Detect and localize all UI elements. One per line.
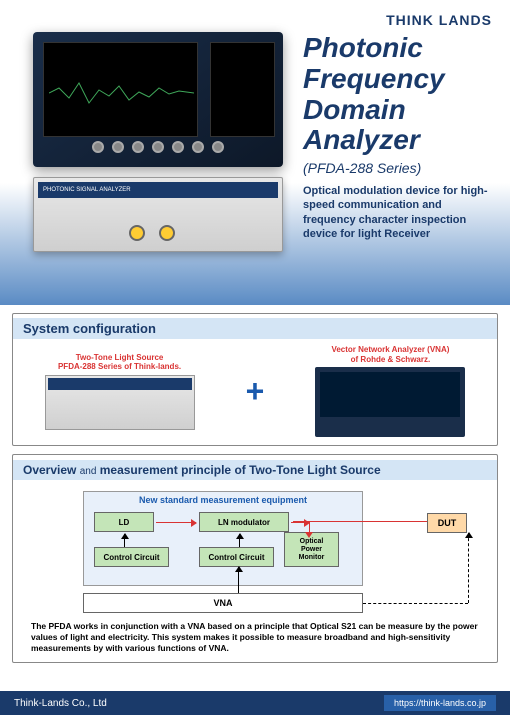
product-title: Photonic Frequency Domain Analyzer xyxy=(303,33,492,156)
config-section: System configuration Two-Tone Light Sour… xyxy=(12,313,498,446)
brand-logo: THINK LANDS xyxy=(303,12,492,28)
optical-port-icon xyxy=(159,225,175,241)
side-screen xyxy=(210,42,275,137)
block-control2: Control Circuit xyxy=(199,547,274,567)
block-control1: Control Circuit xyxy=(94,547,169,567)
equipment-label: New standard measurement equipment xyxy=(90,495,356,505)
footer-company: Think-Lands Co., Ltd xyxy=(14,698,107,709)
block-dut: DUT xyxy=(427,513,467,533)
port-icon xyxy=(132,141,144,153)
overview-explanation: The PFDA works in conjunction with a VNA… xyxy=(31,621,479,654)
section-heading: System configuration xyxy=(13,318,497,339)
config-label: Vector Network Analyzer (VNA) of Rohde &… xyxy=(315,345,465,364)
dash-line xyxy=(363,603,468,604)
arrow-icon xyxy=(291,522,309,523)
port-icon xyxy=(212,141,224,153)
device-label-strip: PHOTONIC SIGNAL ANALYZER xyxy=(38,182,278,198)
title-line: Photonic xyxy=(303,33,492,64)
page-footer: Think-Lands Co., Ltd https://think-lands… xyxy=(0,691,510,715)
hero-text: THINK LANDS Photonic Frequency Domain An… xyxy=(298,12,492,293)
block-vna: VNA xyxy=(83,593,363,613)
brand-suffix: NK LANDS xyxy=(412,12,492,28)
heading-part: Overview xyxy=(23,463,80,477)
page-root: PHOTONIC SIGNAL ANALYZER THINK LANDS Pho… xyxy=(0,0,510,715)
arrow-line xyxy=(309,522,310,532)
title-line: Domain xyxy=(303,95,492,126)
config-item-vna: Vector Network Analyzer (VNA) of Rohde &… xyxy=(315,345,465,437)
opm-line: Optical xyxy=(300,538,324,546)
config-item-lightsource: Two-Tone Light Source PFDA-288 Series of… xyxy=(45,353,195,430)
plus-icon: + xyxy=(246,373,265,410)
mini-screen xyxy=(320,372,460,417)
arrow-icon xyxy=(156,522,196,523)
analyzer-top-unit xyxy=(33,32,283,167)
mini-vna xyxy=(315,367,465,437)
heading-part: measurement principle of Two-Tone Light … xyxy=(96,463,380,477)
mini-lightsource xyxy=(45,375,195,430)
hero-section: PHOTONIC SIGNAL ANALYZER THINK LANDS Pho… xyxy=(0,0,510,305)
section-heading: Overview and measurement principle of Tw… xyxy=(13,460,497,480)
optical-port-icon xyxy=(129,225,145,241)
arrow-icon xyxy=(124,534,125,547)
arrow-head-icon xyxy=(305,532,313,538)
arrow-icon xyxy=(239,534,240,547)
overview-section: Overview and measurement principle of Tw… xyxy=(12,454,498,663)
mini-label-strip xyxy=(48,378,192,390)
footer-url: https://think-lands.co.jp xyxy=(384,695,496,711)
product-subtitle: (PFDA-288 Series) xyxy=(303,160,492,176)
config-row: Two-Tone Light Source PFDA-288 Series of… xyxy=(23,345,487,437)
label-line: of Rohde & Schwarz. xyxy=(315,355,465,365)
label-line: PFDA-288 Series of Think-lands. xyxy=(45,362,195,372)
port-icon xyxy=(92,141,104,153)
equipment-box: New standard measurement equipment LD LN… xyxy=(83,491,363,586)
port-icon xyxy=(112,141,124,153)
brand-prefix: TH xyxy=(386,12,407,28)
main-screen xyxy=(43,42,198,137)
label-line: Two-Tone Light Source xyxy=(45,353,195,363)
waveform-icon xyxy=(49,78,194,108)
config-label: Two-Tone Light Source PFDA-288 Series of… xyxy=(45,353,195,372)
analyzer-bottom-unit: PHOTONIC SIGNAL ANALYZER xyxy=(33,177,283,252)
port-icon xyxy=(152,141,164,153)
product-description: Optical modulation device for high-speed… xyxy=(303,184,492,241)
hero-product-image: PHOTONIC SIGNAL ANALYZER xyxy=(18,12,298,257)
port-icon xyxy=(192,141,204,153)
title-line: Frequency xyxy=(303,64,492,95)
ports-row xyxy=(43,141,273,159)
title-line: Analyzer xyxy=(303,125,492,156)
block-diagram: New standard measurement equipment LD LN… xyxy=(23,491,487,616)
block-lnmod: LN modulator xyxy=(199,512,289,532)
arrow-icon xyxy=(293,521,448,522)
arrow-icon xyxy=(238,567,239,593)
heading-and: and xyxy=(80,466,97,477)
opm-line: Monitor xyxy=(299,554,325,562)
opm-line: Power xyxy=(301,546,322,554)
dash-arrow-icon xyxy=(468,533,469,603)
port-icon xyxy=(172,141,184,153)
block-ld: LD xyxy=(94,512,154,532)
label-line: Vector Network Analyzer (VNA) xyxy=(315,345,465,355)
